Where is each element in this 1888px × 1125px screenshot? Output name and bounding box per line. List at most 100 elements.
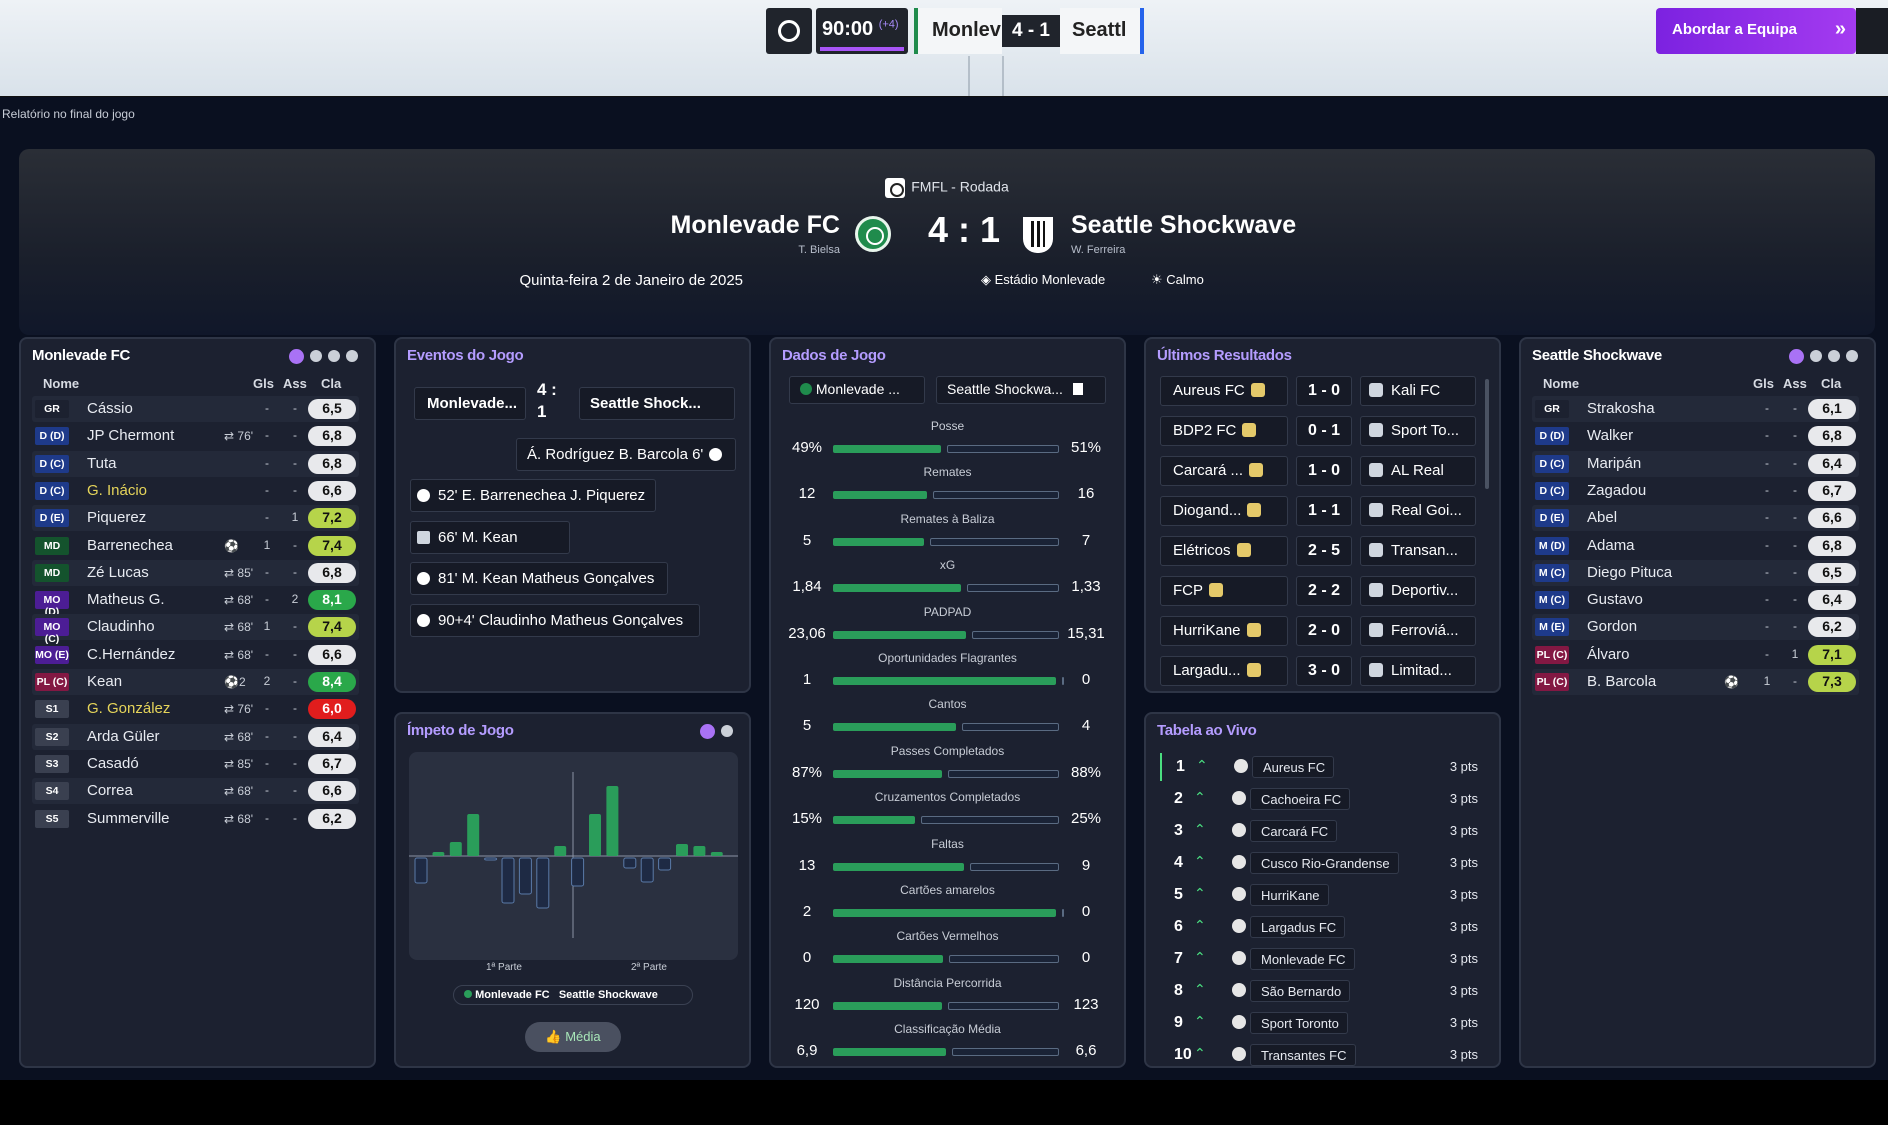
home-event[interactable]: 52' E. Barrenechea J. Piquerez [410,479,656,512]
result-row[interactable]: Carcará ... 1 - 0 AL Real [1160,456,1486,486]
player-row[interactable]: MO (E) C.Hernández ⇄ 68' - -6,6 [32,642,359,668]
result-home[interactable]: Carcará ... [1160,456,1288,486]
home-short-name[interactable]: Monlev [914,8,1002,54]
result-away[interactable]: Real Goi... [1360,496,1476,526]
player-row[interactable]: M (C) Gustavo - -6,4 [1532,587,1859,613]
player-row[interactable]: GR Strakosha - -6,1 [1532,396,1859,422]
result-row[interactable]: Largadu... 3 - 0 Limitad... [1160,656,1486,686]
player-name[interactable]: Zagadou [1587,481,1647,499]
col-name[interactable]: Nome [43,376,80,391]
player-row[interactable]: D (C) Zagadou - -6,7 [1532,478,1859,504]
result-home[interactable]: Largadu... [1160,656,1288,686]
table-row[interactable]: 10 ⌃ Transantes FC 3 pts [1160,1041,1486,1066]
table-team-name[interactable]: Cachoeira FC [1250,788,1351,810]
result-home[interactable]: FCP [1160,576,1288,606]
col-rating[interactable]: Cla [1821,376,1842,391]
player-row[interactable]: S1 G. González ⇄ 76' - -6,0 [32,696,359,722]
result-home[interactable]: Aureus FC [1160,376,1288,406]
col-ass[interactable]: Ass [283,376,307,391]
result-away[interactable]: Transan... [1360,536,1476,566]
profile-icon[interactable] [1856,8,1888,54]
result-home[interactable]: Diogand... [1160,496,1288,526]
result-home[interactable]: HurriKane [1160,616,1288,646]
average-button[interactable]: 👍 Média [525,1022,621,1052]
table-team-name[interactable]: Aureus FC [1252,756,1335,778]
player-row[interactable]: MD Zé Lucas ⇄ 85' - -6,8 [32,559,359,586]
venue[interactable]: ◈ Estádio Monlevade [981,272,1105,288]
away-coach[interactable]: W. Ferreira [1071,244,1126,256]
player-row[interactable]: D (C) Tuta - -6,8 [32,450,359,477]
player-name[interactable]: Maripán [1587,454,1642,472]
player-row[interactable]: MD Barrenechea ⚽ 1 -7,4 [32,533,359,559]
home-event[interactable]: 81' M. Kean Matheus Gonçalves [410,562,668,595]
player-name[interactable]: JP Chermont [87,427,175,445]
table-row[interactable]: 2 ⌃ Cachoeira FC 3 pts [1160,785,1486,813]
table-team-name[interactable]: Transantes FC [1250,1044,1356,1066]
table-team-name[interactable]: HurriKane [1250,884,1329,906]
result-home[interactable]: BDP2 FC [1160,416,1288,446]
col-name[interactable]: Nome [1543,376,1580,391]
player-name[interactable]: Diego Pituca [1587,563,1673,581]
player-row[interactable]: D (D) Walker - -6,8 [1532,423,1859,449]
away-team-name[interactable]: Seattle Shockwave [1071,211,1297,239]
result-row[interactable]: Diogand... 1 - 1 Real Goi... [1160,496,1486,526]
player-row[interactable]: PL (C) Kean ⚽2 2 -8,4 [32,669,359,695]
player-row[interactable]: S5 Summerville ⇄ 68' - -6,2 [32,806,359,832]
result-row[interactable]: FCP 2 - 2 Deportiv... [1160,576,1486,606]
home-event[interactable]: 90+4' Claudinho Matheus Gonçalves [410,603,700,637]
table-row[interactable]: 4 ⌃ Cusco Rio-Grandense 3 pts [1160,849,1486,877]
home-team-name[interactable]: Monlevade FC [670,211,840,239]
home-coach[interactable]: T. Bielsa [798,244,840,256]
player-name[interactable]: Gordon [1587,618,1638,636]
player-row[interactable]: D (C) G. Inácio - -6,6 [32,478,359,504]
player-name[interactable]: Tuta [87,454,117,472]
player-name[interactable]: Arda Güler [87,727,160,745]
table-row[interactable]: 5 ⌃ HurriKane 3 pts [1160,881,1486,909]
player-row[interactable]: PL (C) B. Barcola ⚽ 1 -7,3 [1532,669,1859,695]
home-event[interactable]: 66' M. Kean [410,520,570,554]
table-row[interactable]: 3 ⌃ Carcará FC 3 pts [1160,817,1486,845]
table-team-name[interactable]: Monlevade FC [1250,948,1355,970]
player-name[interactable]: Matheus G. [87,591,165,609]
player-name[interactable]: Strakosha [1587,400,1655,417]
panel-page-dots[interactable] [289,349,358,364]
result-away[interactable]: Deportiv... [1360,576,1476,606]
col-ass[interactable]: Ass [1783,376,1807,391]
player-row[interactable]: S2 Arda Güler ⇄ 68' - -6,4 [32,723,359,750]
away-event[interactable]: Á. Rodríguez B. Barcola 6' [516,438,736,471]
player-row[interactable]: S4 Correa ⇄ 68' - -6,6 [32,778,359,805]
col-gls[interactable]: Gls [253,376,274,391]
player-row[interactable]: D (E) Piquerez - 1 7,2 [32,505,359,532]
result-row[interactable]: BDP2 FC 0 - 1 Sport To... [1160,416,1486,446]
competition-logo-icon[interactable] [766,8,812,54]
result-away[interactable]: Limitad... [1360,656,1476,686]
player-row[interactable]: D (C) Maripán - -6,4 [1532,450,1859,477]
player-row[interactable]: PL (C) Álvaro - 1 7,1 [1532,642,1859,668]
momentum-page-dots[interactable] [700,724,733,739]
player-row[interactable]: M (E) Gordon - -6,2 [1532,614,1859,641]
table-row[interactable]: 7 ⌃ Monlevade FC 3 pts [1160,945,1486,973]
player-row[interactable]: M (D) Adama - -6,8 [1532,533,1859,559]
result-away[interactable]: Sport To... [1360,416,1476,446]
team-talk-button[interactable]: Abordar a Equipa » [1656,8,1856,54]
result-row[interactable]: HurriKane 2 - 0 Ferroviá... [1160,616,1486,646]
player-name[interactable]: Summerville [87,809,170,827]
competition-name[interactable]: FMFL - Rodada [911,178,1009,195]
player-row[interactable]: GR Cássio - -6,5 [32,396,359,422]
player-name[interactable]: Casadó [87,754,139,772]
player-row[interactable]: MO (C) Claudinho ⇄ 68' 1 -7,4 [32,614,359,645]
player-name[interactable]: Zé Lucas [87,563,149,581]
player-name[interactable]: G. González [87,700,171,718]
player-name[interactable]: Adama [1587,536,1635,554]
result-away[interactable]: Ferroviá... [1360,616,1476,646]
result-row[interactable]: Elétricos 2 - 5 Transan... [1160,536,1486,566]
player-name[interactable]: B. Barcola [1587,673,1657,690]
result-away[interactable]: Kali FC [1360,376,1476,406]
player-row[interactable]: MO (D) Matheus G. ⇄ 68' - 2 8,1 [32,587,359,618]
result-away[interactable]: AL Real [1360,456,1476,486]
player-name[interactable]: Kean [87,673,123,690]
player-name[interactable]: Walker [1587,427,1634,445]
away-short-name[interactable]: Seattl [1060,8,1144,54]
player-name[interactable]: Gustavo [1587,591,1643,609]
player-name[interactable]: C.Hernández [87,645,176,663]
